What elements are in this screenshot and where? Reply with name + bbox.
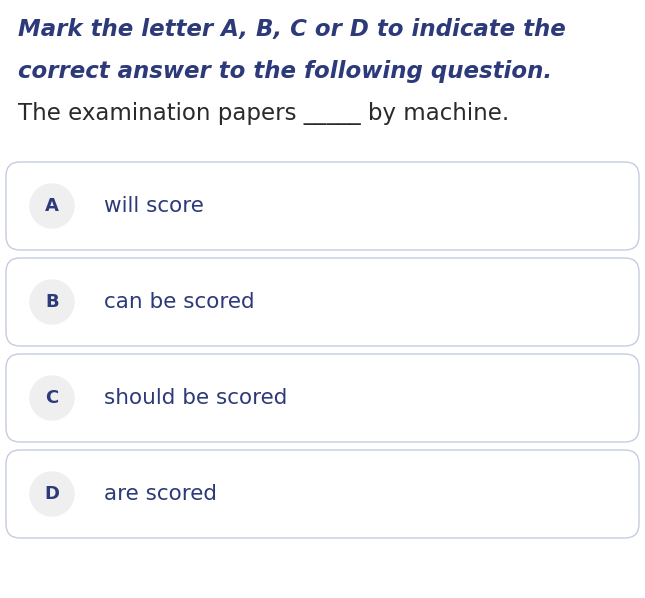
Text: should be scored: should be scored [104,388,288,408]
Text: D: D [45,485,59,503]
Ellipse shape [30,280,74,324]
Text: The examination papers _____ by machine.: The examination papers _____ by machine. [18,102,510,125]
Text: A: A [45,197,59,215]
Ellipse shape [30,184,74,228]
Text: can be scored: can be scored [104,292,255,312]
FancyBboxPatch shape [6,354,639,442]
FancyBboxPatch shape [6,258,639,346]
Text: will score: will score [104,196,204,216]
Text: Mark the letter A, B, C or D to indicate the: Mark the letter A, B, C or D to indicate… [18,18,566,41]
Text: C: C [45,389,59,407]
Ellipse shape [30,376,74,420]
Text: are scored: are scored [104,484,217,504]
Text: B: B [45,293,59,311]
FancyBboxPatch shape [6,162,639,250]
FancyBboxPatch shape [6,450,639,538]
Text: correct answer to the following question.: correct answer to the following question… [18,60,552,83]
Ellipse shape [30,472,74,516]
